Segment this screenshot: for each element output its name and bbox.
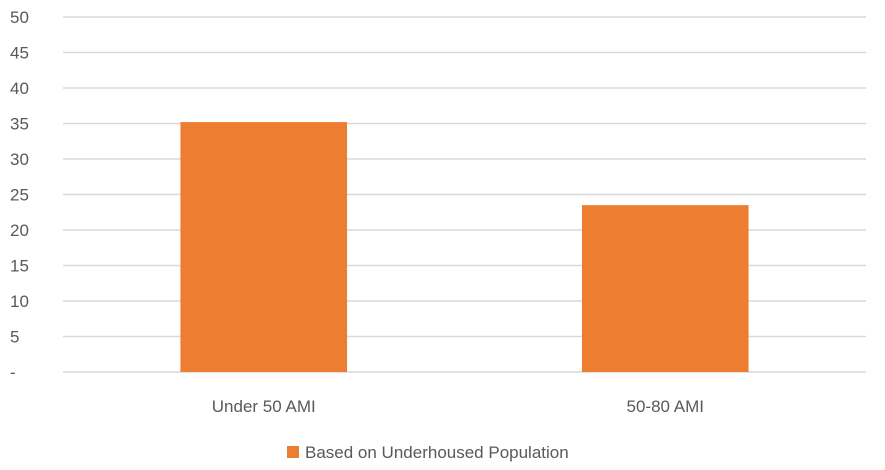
y-tick-label: 35	[10, 115, 29, 134]
bars	[180, 122, 749, 372]
y-tick-label: 10	[10, 292, 29, 311]
legend-label: Based on Underhoused Population	[305, 443, 569, 462]
legend-swatch	[287, 446, 299, 458]
y-tick-label: 45	[10, 44, 29, 63]
bar-under-50-ami[interactable]	[180, 122, 348, 372]
y-tick-label: 15	[10, 257, 29, 276]
y-tick-label: 25	[10, 186, 29, 205]
y-axis-tick-labels: - 5 10 15 20 25 30 35 40 45 50	[10, 8, 29, 382]
x-category-label: Under 50 AMI	[212, 397, 316, 416]
x-axis-category-labels: Under 50 AMI 50-80 AMI	[212, 397, 704, 416]
bar-50-80-ami[interactable]	[581, 205, 749, 372]
y-tick-label: -	[10, 363, 16, 382]
y-tick-label: 50	[10, 8, 29, 27]
x-category-label: 50-80 AMI	[627, 397, 705, 416]
legend[interactable]: Based on Underhoused Population	[287, 443, 569, 462]
y-tick-label: 5	[10, 328, 19, 347]
y-tick-label: 40	[10, 79, 29, 98]
y-tick-label: 30	[10, 150, 29, 169]
y-tick-label: 20	[10, 221, 29, 240]
